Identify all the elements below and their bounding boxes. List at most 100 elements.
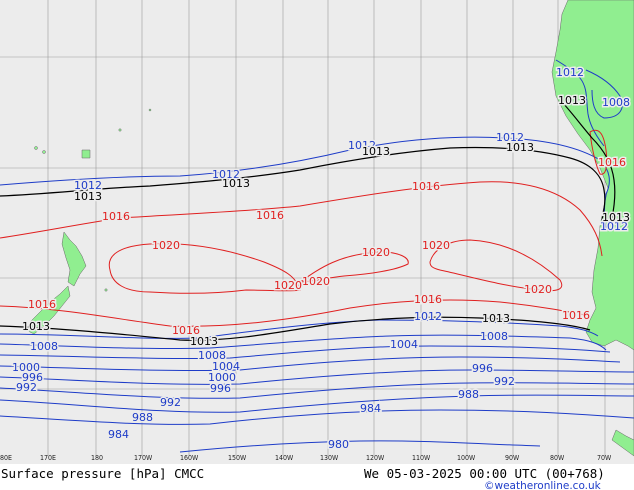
isobar-label: 1016 [598,156,626,169]
lon-tick: 110W [412,454,431,462]
labels-red: 1016 1016 1016 1016 1020 1020 1020 1020 … [27,155,628,339]
lon-tick: 130W [320,454,339,462]
isobar-label: 980 [328,438,349,451]
isobar-label: 996 [22,371,43,384]
isobar-980 [179,440,541,453]
isobar-label: 1016 [562,309,590,322]
isobar-label: 1012 [414,310,442,323]
isobar-label: 1020 [302,275,330,288]
isobar-label: 1008 [480,330,508,343]
isobar-label: 1020 [362,246,390,259]
isobar-1008-chile [585,69,623,119]
isobar-label: 1020 [422,239,450,252]
island-small-1 [34,146,38,150]
isobar-992 [0,382,634,399]
island-small-4 [104,288,108,292]
isobar-1020-east [429,239,563,292]
isobar-label: 1013 [222,177,250,190]
island-fiji [81,149,91,159]
isobar-1020-west [108,243,301,294]
lon-tick: 170W [134,454,153,462]
isobar-label: 984 [360,402,381,415]
longitude-ticks: 80E 170E 180 170W 160W 150W 140W 130W 12… [0,454,612,462]
labels-black: 1013 1013 1013 1013 1013 1013 1013 1013 … [21,93,632,350]
isobar-label: 988 [132,411,153,424]
isobar-label: 1020 [152,239,180,252]
isobar-label: 1008 [198,349,226,362]
isobar-label: 1013 [190,335,218,348]
isobar-1016-south [0,299,591,327]
isobar-996 [0,369,634,385]
isobar-label: 1013 [558,94,586,107]
isobar-1013-north [0,146,606,221]
isobar-1004 [0,345,611,360]
isobar-label: 984 [108,428,129,441]
isobar-label: 1016 [28,298,56,311]
lon-tick: 90W [505,454,520,462]
isobar-1013-south [0,316,591,341]
caption-bar: Surface pressure [hPa] CMCC We 05-03-202… [0,464,634,490]
isobar-1008 [0,334,607,351]
labels-blue: 1012 1012 1012 1012 1008 1012 1012 1012 … [11,65,632,453]
isobar-label: 1016 [414,293,442,306]
isobar-label: 1012 [496,131,524,144]
lon-tick: 170E [40,454,56,462]
lon-tick: 80E [0,454,12,462]
isobar-label: 1012 [212,168,240,181]
isobar-label: 996 [472,362,493,375]
isobar-label: 1013 [362,145,390,158]
isobar-label: 1012 [556,66,584,79]
isobar-label: 1013 [602,211,630,224]
isobar-label: 1000 [12,361,40,374]
isobar-label: 1020 [524,283,552,296]
valid-time: We 05-03-2025 00:00 UTC (00+768) [364,466,605,481]
isobar-984 [0,409,634,425]
isobar-label: 1016 [256,209,284,222]
new-zealand-north [61,231,87,287]
isobar-1020-middle [298,251,409,283]
isobar-label: 1020 [274,279,302,292]
isobar-label: 1013 [74,190,102,203]
credit-link[interactable]: ©weatheronline.co.uk [484,480,601,490]
isobar-label: 1008 [30,340,58,353]
lon-tick: 120W [366,454,385,462]
isobar-label: 992 [494,375,515,388]
isobar-label: 1012 [348,139,376,152]
isobar-988 [0,394,634,413]
isobar-label: 1016 [172,324,200,337]
isobar-label: 988 [458,388,479,401]
isobar-label: 1012 [600,220,628,233]
isobar-label: 1012 [74,179,102,192]
lon-tick: 140W [275,454,294,462]
map-title: Surface pressure [hPa] CMCC [1,466,205,481]
isobar-label: 1008 [602,96,630,109]
isobar-label: 1000 [208,371,236,384]
island-small-3 [118,128,122,132]
isobar-label: 1013 [482,312,510,325]
isobars-red [0,129,608,327]
lon-tick: 180 [91,454,103,462]
lon-tick: 160W [180,454,199,462]
isobar-label: 1004 [212,360,240,373]
isobar-1000 [0,356,621,372]
isobar-label: 1016 [412,180,440,193]
isobars-blue [0,59,634,453]
isobar-label: 1004 [390,338,418,351]
isobar-1012 [0,136,610,229]
isobar-1016 [0,181,603,257]
lon-tick: 100W [457,454,476,462]
isobar-label: 1013 [506,141,534,154]
isobars-black [0,99,616,341]
island-small-2 [42,150,46,154]
lon-tick: 150W [228,454,247,462]
isobar-label: 992 [160,396,181,409]
isobar-label: 996 [210,382,231,395]
lon-tick: 70W [597,454,612,462]
island-small-5 [148,108,152,112]
isobar-label: 992 [16,381,37,394]
isobar-label: 1016 [102,210,130,223]
new-zealand-south [25,285,71,335]
